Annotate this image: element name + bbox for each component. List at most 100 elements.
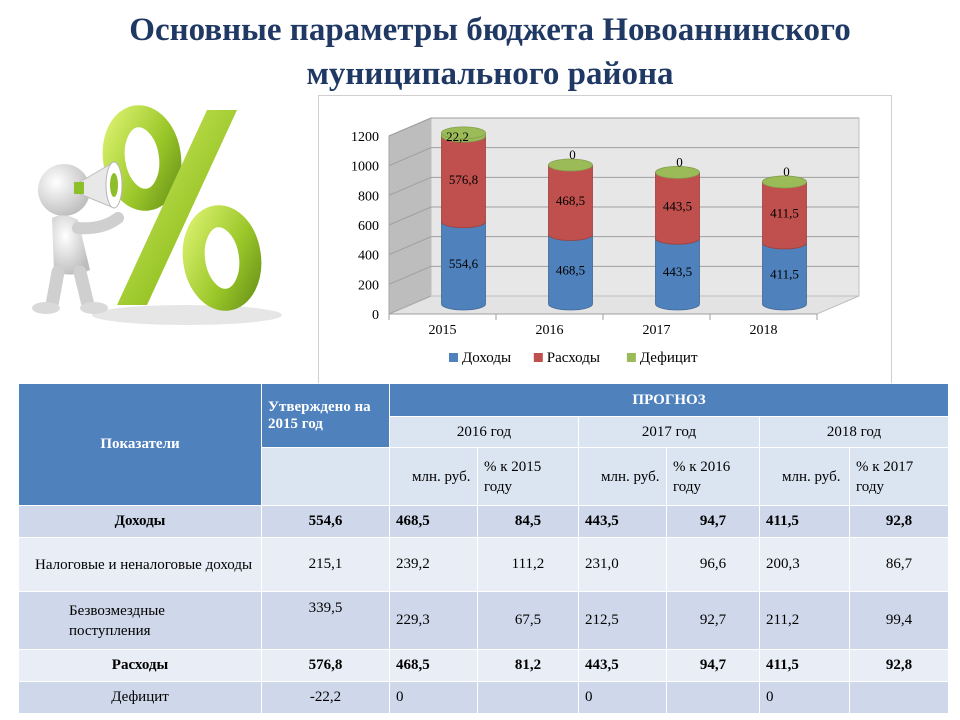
table-cell: 0 [389,681,478,714]
table-cell: 411,5 [759,505,850,538]
header-year-2018: 2018 год [758,416,950,448]
bar-top-Дефицит [762,175,807,189]
table-cell: 554,6 [261,505,390,538]
table-cell: 92,8 [848,649,950,682]
data-label: 468,5 [556,262,585,277]
unit-header: млн. руб. [578,447,667,506]
bar-top-Дефицит [548,158,593,172]
data-label: 443,5 [663,198,692,213]
row-label: Налоговые и неналоговые доходы [18,537,262,592]
bar-Доходы [441,221,486,311]
table-cell: 468,5 [389,505,478,538]
header-indicator: Показатели [18,383,262,506]
bar-Расходы [655,172,700,245]
unit-header: млн. руб. [389,447,478,506]
table-cell: 0 [578,681,667,714]
y-tick-label: 200 [358,278,379,293]
table-cell: 94,7 [666,505,760,538]
legend-label: Доходы [462,350,511,366]
data-label: 411,5 [770,266,799,281]
header-year-2016: 2016 год [389,416,579,448]
table-row: Дефицит -22,2 0 0 0 [18,681,950,714]
table-cell: 67,5 [477,591,579,650]
bar-Расходы [762,181,807,250]
table-cell: 0 [759,681,850,714]
gridline [388,236,859,256]
table-cell: 84,5 [477,505,579,538]
legend-label: Дефицит [640,350,698,366]
gridline [388,176,859,196]
data-label: 468,5 [556,193,585,208]
y-tick-label: 800 [358,189,379,204]
y-tick-label: 0 [372,308,379,323]
data-label: 443,5 [663,264,692,279]
table-cell: 411,5 [759,649,850,682]
bar-Доходы [548,234,593,311]
legend-swatch-Доходы [449,353,458,362]
bar-Доходы [655,237,700,311]
data-label: 22,2 [446,129,469,144]
unit-header: % к 2017 году [848,447,950,506]
table-cell: 86,7 [848,537,950,592]
table-cell: 96,6 [666,537,760,592]
data-label: 554,6 [449,256,479,271]
legend-swatch-Дефицит [626,353,636,362]
table-cell: 339,5 [261,591,390,650]
table-cell: 231,0 [578,537,667,592]
data-label: 0 [676,154,683,169]
bar-Доходы [762,242,807,311]
table-row: Безвозмездные поступления 339,5 229,3 67… [18,591,950,650]
row-label: Безвозмездные поступления [18,591,262,650]
data-label: 576,8 [449,172,478,187]
row-label: Доходы [18,505,262,538]
stacked-bar-chart-svg: 0 200 400 600 800 1000 1200 554,6 576,8 22,2 2015 4… [351,117,860,366]
y-tick-label: 400 [358,249,379,264]
row-label: Расходы [18,649,262,682]
table-cell: 576,8 [261,649,390,682]
table-cell: 99,4 [848,591,950,650]
x-tick-label: 2016 [536,323,564,338]
x-tick-label: 2015 [429,323,457,338]
table-cell: 211,2 [759,591,850,650]
x-tick-label: 2018 [750,323,778,338]
table-row: Налоговые и неналоговые доходы 215,1 239… [18,537,950,592]
megaphone-percent-illustration [22,100,284,335]
budget-table: Показатели Утверждено на 2015 год ПРОГНО… [18,383,950,714]
table-cell [666,681,760,714]
table-cell: 81,2 [477,649,579,682]
table-row: Расходы 576,8 468,5 81,2 443,5 94,7 411,… [18,649,950,682]
table-cell [848,681,950,714]
bar-top-Дефицит [655,166,700,179]
gridline [388,117,859,137]
bar-Расходы [548,164,593,241]
table-cell: 212,5 [578,591,667,650]
gridline [388,147,859,167]
data-label: 0 [783,164,790,179]
table-cell: 92,8 [848,505,950,538]
table-cell: 200,3 [759,537,850,592]
table-cell: 111,2 [477,537,579,592]
table-cell: 443,5 [578,505,667,538]
table-row: Доходы 554,6 468,5 84,5 443,5 94,7 411,5… [18,505,950,538]
row-label: Дефицит [18,681,262,714]
table-cell: 215,1 [261,537,390,592]
y-tick-label: 1200 [351,130,379,145]
table-cell: 239,2 [389,537,478,592]
data-label: 411,5 [770,205,799,220]
gridline [388,265,859,285]
page-title: Основные параметры бюджета Новоаннинског… [129,12,851,92]
x-tick-label: 2017 [643,323,671,338]
table-cell: 443,5 [578,649,667,682]
table-cell: 229,3 [389,591,478,650]
legend-label: Расходы [547,350,600,366]
budget-chart: 0 200 400 600 800 1000 1200 554,6 576,8 22,2 2015 4… [318,95,892,384]
megaphone-icon [74,161,123,209]
unit-header: % к 2016 году [666,447,760,506]
table-cell [477,681,579,714]
y-tick-label: 1000 [351,160,379,175]
person-icon [32,164,124,314]
percent-icon [102,105,262,311]
header-approved-unit-empty [261,447,390,506]
bar-Расходы [441,135,486,229]
unit-header: % к 2015 году [477,447,579,506]
